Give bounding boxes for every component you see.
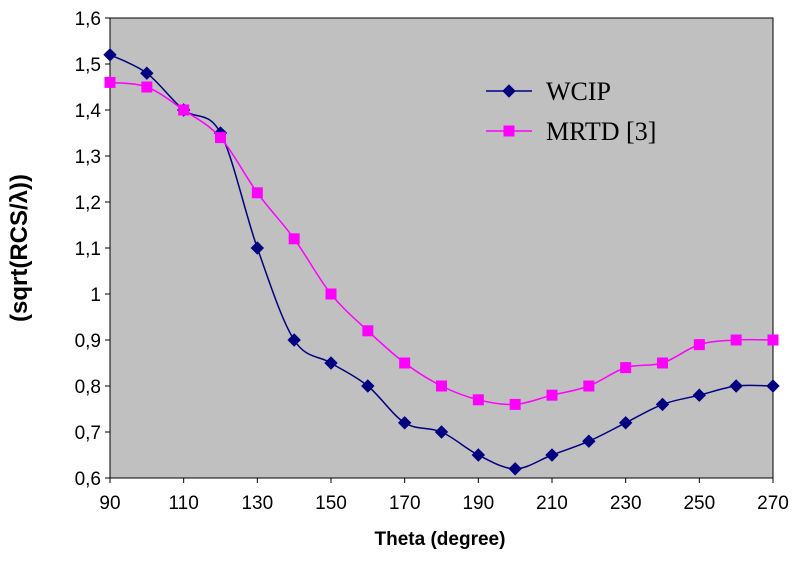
data-point-mrtd-3 — [657, 357, 668, 369]
y-tick-label: 0,6 — [75, 469, 101, 490]
y-tick-label: 1,2 — [75, 193, 101, 214]
x-tick-label: 90 — [99, 493, 120, 514]
data-point-wcip — [729, 379, 743, 393]
data-point-mrtd-3 — [399, 357, 411, 369]
data-point-mrtd-3 — [251, 187, 263, 199]
data-point-mrtd-3 — [362, 325, 374, 337]
y-axis-title: (sqrt(RCS/λ)) — [6, 174, 33, 322]
x-tick-label: 210 — [536, 493, 568, 514]
data-point-mrtd-3 — [141, 81, 153, 93]
data-point-wcip — [324, 356, 338, 370]
data-point-mrtd-3 — [730, 334, 742, 346]
x-tick-label: 130 — [241, 493, 273, 514]
series-mrtd-3 — [104, 76, 779, 410]
y-tick-label: 1,3 — [75, 147, 101, 168]
x-tick-label: 270 — [757, 493, 789, 514]
data-point-wcip — [287, 333, 301, 347]
data-point-mrtd-3 — [472, 394, 484, 406]
y-tick-label: 1,5 — [75, 55, 101, 76]
data-point-mrtd-3 — [325, 288, 337, 300]
y-tick-label: 0,7 — [75, 423, 101, 444]
x-axis-title: Theta (degree) — [375, 529, 506, 550]
legend-label: WCIP — [546, 77, 611, 106]
data-point-wcip — [508, 462, 522, 476]
legend: WCIP MRTD [3] — [486, 77, 656, 146]
legend-marker — [502, 84, 516, 98]
data-point-mrtd-3 — [436, 380, 447, 392]
data-point-wcip — [471, 448, 486, 462]
data-point-wcip — [397, 416, 412, 430]
legend-item-wcip: WCIP — [486, 77, 611, 106]
data-point-wcip — [618, 416, 633, 430]
x-tick-label: 250 — [683, 493, 715, 514]
y-tick-label: 1,4 — [75, 101, 102, 122]
plot-area — [109, 17, 774, 479]
data-point-mrtd-3 — [620, 362, 632, 374]
data-point-wcip — [582, 434, 596, 448]
y-tick-label: 1,6 — [75, 9, 101, 30]
data-point-wcip — [434, 425, 449, 439]
x-tick-label: 150 — [315, 493, 347, 514]
x-tick-label: 170 — [389, 493, 421, 514]
data-point-wcip — [545, 448, 559, 462]
x-tick-label: 190 — [462, 493, 494, 514]
y-tick-label: 1,1 — [75, 239, 101, 260]
y-axis: 0,6 0,7 0,8 0,9 1 1,1 1,2 1,3 1,4 1,5 1,6 — [75, 9, 110, 490]
x-tick-label: 230 — [610, 493, 642, 514]
data-point-mrtd-3 — [104, 76, 116, 88]
legend-marker — [503, 125, 515, 137]
legend-item-mrtd-3: MRTD [3] — [486, 117, 656, 146]
data-point-wcip — [766, 379, 780, 393]
data-point-mrtd-3 — [583, 380, 595, 392]
y-tick-label: 0,8 — [75, 377, 101, 398]
x-axis: 90 110 130 150 170 190 210 230 250 270 — [99, 478, 789, 514]
data-point-mrtd-3 — [215, 132, 226, 144]
data-point-wcip — [103, 48, 117, 62]
data-point-wcip — [655, 397, 670, 412]
data-point-wcip — [250, 241, 265, 255]
y-tick-label: 1 — [90, 285, 101, 306]
data-point-mrtd-3 — [767, 334, 779, 346]
data-point-wcip — [361, 379, 375, 393]
legend-label: MRTD [3] — [546, 117, 656, 146]
data-point-wcip — [140, 66, 154, 80]
y-tick-label: 0,9 — [75, 331, 101, 352]
data-point-mrtd-3 — [693, 339, 705, 351]
data-point-mrtd-3 — [546, 389, 558, 401]
series-group — [103, 48, 780, 476]
data-point-mrtd-3 — [509, 398, 521, 410]
x-tick-label: 110 — [169, 493, 199, 514]
data-point-mrtd-3 — [288, 233, 300, 245]
data-point-mrtd-3 — [178, 104, 190, 116]
data-point-wcip — [692, 388, 707, 402]
